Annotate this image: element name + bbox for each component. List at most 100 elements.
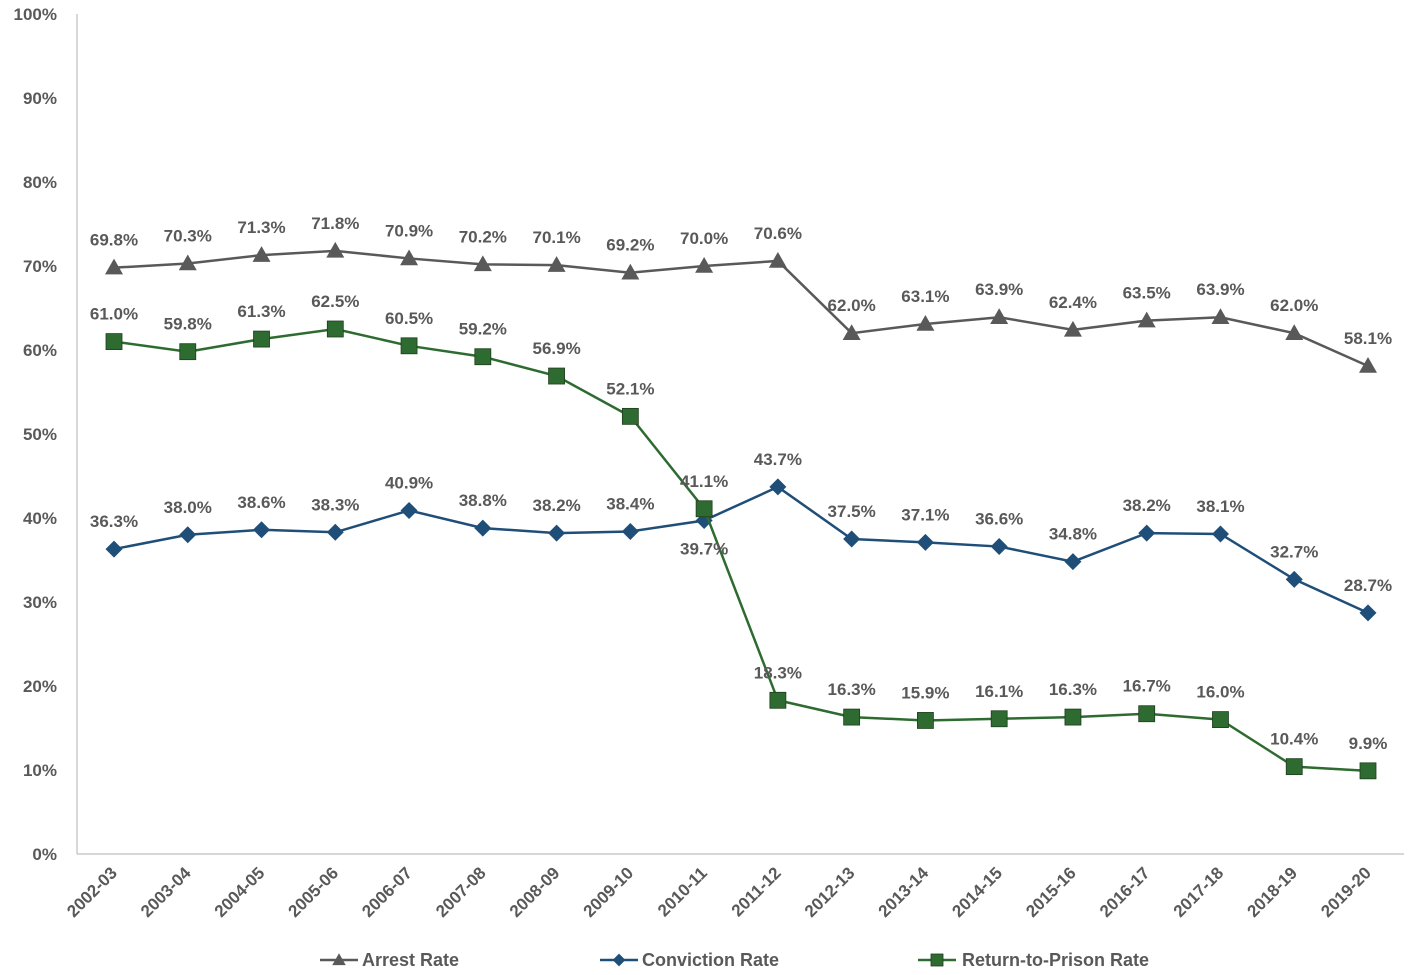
data-point bbox=[1285, 570, 1303, 588]
data-label: 63.9% bbox=[1196, 280, 1244, 299]
x-tick-label: 2006-07 bbox=[358, 863, 416, 921]
data-point bbox=[917, 712, 934, 729]
data-point bbox=[769, 478, 787, 496]
data-label: 62.0% bbox=[828, 296, 876, 315]
y-tick-label: 60% bbox=[23, 341, 57, 360]
data-label: 38.1% bbox=[1196, 497, 1244, 516]
data-label: 71.3% bbox=[237, 218, 285, 237]
data-point bbox=[1211, 525, 1229, 543]
data-label: 16.3% bbox=[828, 680, 876, 699]
data-point bbox=[1285, 758, 1303, 776]
data-label: 28.7% bbox=[1344, 576, 1392, 595]
data-point bbox=[400, 249, 419, 266]
data-label: 38.2% bbox=[532, 496, 580, 515]
x-tick-label: 2005-06 bbox=[285, 863, 343, 921]
data-label: 59.8% bbox=[164, 315, 212, 334]
data-label: 36.6% bbox=[975, 510, 1023, 529]
data-label: 70.1% bbox=[532, 228, 580, 247]
y-tick-label: 50% bbox=[23, 425, 57, 444]
data-label: 58.1% bbox=[1344, 329, 1392, 348]
series-line bbox=[113, 485, 1369, 615]
data-point bbox=[842, 324, 861, 340]
x-tick-label: 2010-11 bbox=[654, 863, 711, 920]
data-label: 16.7% bbox=[1123, 677, 1171, 696]
data-label: 61.0% bbox=[90, 305, 138, 324]
data-label: 70.6% bbox=[754, 224, 802, 243]
data-point bbox=[400, 501, 418, 519]
data-point bbox=[1138, 705, 1156, 723]
data-point bbox=[252, 246, 271, 262]
x-tick-label: 2014-15 bbox=[948, 863, 1006, 921]
data-label: 62.0% bbox=[1270, 296, 1318, 315]
y-tick-label: 10% bbox=[23, 761, 57, 780]
y-tick-label: 70% bbox=[23, 257, 57, 276]
legend-label: Conviction Rate bbox=[642, 950, 779, 970]
data-point bbox=[178, 254, 197, 271]
data-point bbox=[695, 500, 713, 518]
data-point bbox=[1359, 604, 1377, 622]
data-point bbox=[326, 241, 345, 258]
data-label: 40.9% bbox=[385, 473, 433, 492]
legend-marker-icon bbox=[930, 953, 944, 967]
data-label: 15.9% bbox=[901, 683, 949, 702]
series-line bbox=[113, 327, 1369, 773]
data-point bbox=[105, 333, 123, 351]
x-tick-label: 2011-12 bbox=[728, 863, 785, 920]
x-tick-label: 2017-18 bbox=[1170, 863, 1228, 921]
x-tick-label: 2016-17 bbox=[1096, 863, 1154, 921]
data-point bbox=[1138, 524, 1156, 542]
data-point bbox=[843, 530, 861, 548]
data-label: 69.2% bbox=[606, 236, 654, 255]
data-label: 16.3% bbox=[1049, 680, 1097, 699]
data-label: 38.0% bbox=[164, 498, 212, 517]
data-label: 70.3% bbox=[164, 226, 212, 245]
data-point bbox=[1359, 762, 1377, 780]
data-point bbox=[400, 337, 418, 355]
data-label: 61.3% bbox=[237, 302, 285, 321]
y-tick-label: 100% bbox=[14, 5, 57, 24]
data-label: 16.1% bbox=[975, 682, 1023, 701]
x-tick-label: 2019-20 bbox=[1317, 863, 1375, 921]
data-point bbox=[990, 710, 1008, 728]
data-point bbox=[1211, 308, 1230, 324]
y-tick-label: 80% bbox=[23, 173, 57, 192]
data-label: 63.5% bbox=[1123, 284, 1171, 303]
data-label: 62.5% bbox=[311, 292, 359, 311]
data-labels: 69.8% 70.3% 71.3% 71.8% 70.9% 70.2% 70.1% 69.2%… bbox=[90, 214, 1392, 753]
y-tick-label: 90% bbox=[23, 89, 57, 108]
data-label: 56.9% bbox=[532, 339, 580, 358]
data-label: 36.3% bbox=[90, 512, 138, 531]
data-point bbox=[1063, 320, 1082, 337]
legend: Arrest Rate Conviction Rate Return-to-Pris… bbox=[320, 950, 1149, 970]
data-label: 37.5% bbox=[828, 502, 876, 521]
y-tick-label: 20% bbox=[23, 677, 57, 696]
data-point bbox=[769, 691, 787, 709]
data-label: 9.9% bbox=[1349, 734, 1388, 753]
data-point bbox=[326, 523, 344, 541]
data-point bbox=[253, 521, 271, 539]
legend-label: Arrest Rate bbox=[362, 950, 459, 970]
data-point bbox=[179, 526, 197, 544]
y-tick-label: 0% bbox=[32, 845, 57, 864]
x-tick-label: 2004-05 bbox=[211, 863, 269, 921]
data-label: 41.1% bbox=[680, 472, 728, 491]
x-tick-label: 2002-03 bbox=[63, 863, 121, 921]
legend-item: Return-to-Prison Rate bbox=[918, 950, 1149, 970]
data-point bbox=[474, 519, 492, 537]
data-point bbox=[326, 320, 344, 338]
data-point bbox=[990, 538, 1008, 556]
legend-item: Arrest Rate bbox=[320, 950, 459, 970]
data-label: 32.7% bbox=[1270, 542, 1318, 561]
data-point bbox=[1359, 356, 1377, 373]
data-point bbox=[474, 348, 492, 366]
data-label: 70.0% bbox=[680, 229, 728, 248]
data-label: 16.0% bbox=[1196, 683, 1244, 702]
x-tick-label: 2015-16 bbox=[1022, 863, 1080, 921]
data-label: 59.2% bbox=[459, 320, 507, 339]
data-label: 37.1% bbox=[901, 505, 949, 524]
x-tick-label: 2003-04 bbox=[137, 863, 195, 921]
data-point bbox=[843, 708, 861, 726]
data-point bbox=[105, 540, 123, 558]
series-return-to-prison-rate bbox=[105, 320, 1377, 780]
